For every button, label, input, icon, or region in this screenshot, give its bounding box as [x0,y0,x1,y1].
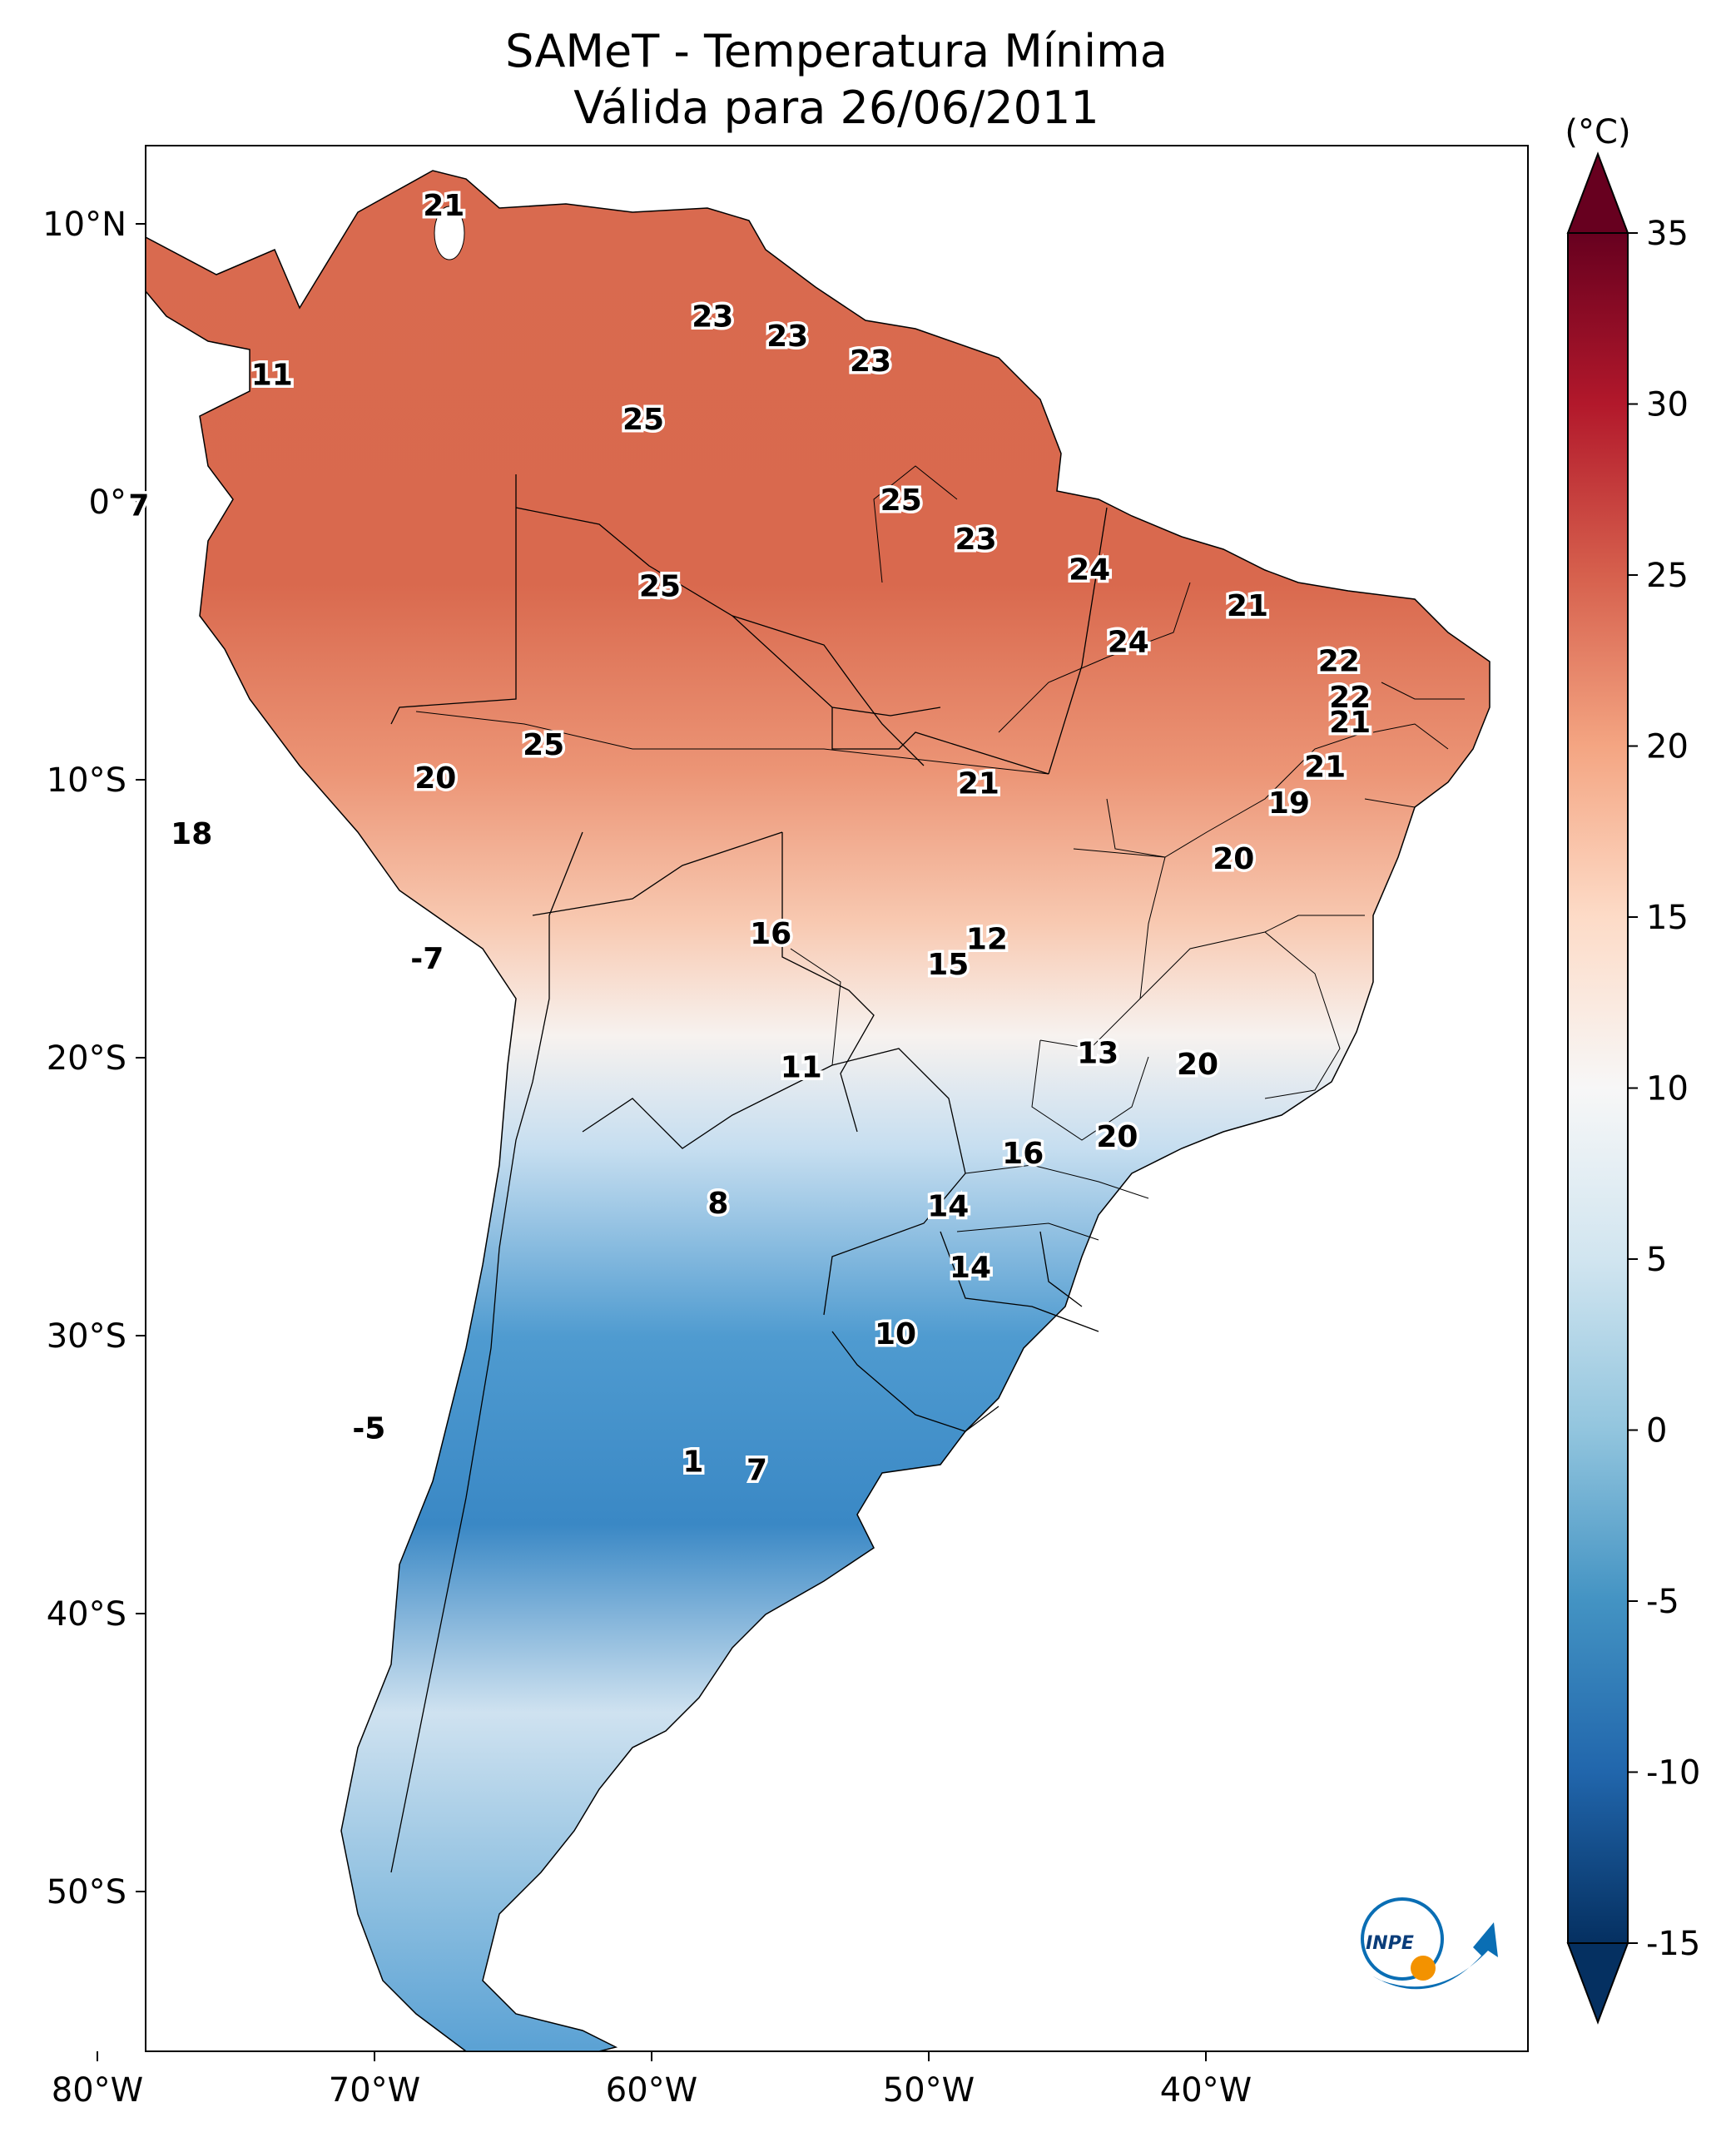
map-title: SAMeT - Temperatura Mínima Válida para 2… [0,23,1673,136]
title-line-2: Válida para 26/06/2011 [573,82,1099,134]
station-value: 14 [950,1251,991,1285]
station-value: 15 [927,948,969,982]
lat-tick-label: 50°S [47,1873,126,1912]
colorbar-tick-label: 35 [1646,215,1689,253]
logo-orbit [1361,1897,1444,1981]
station-value: 25 [639,570,681,604]
colorbar-upper-extension [1566,151,1629,234]
station-value: 11 [251,359,293,393]
station-value: 13 [1077,1037,1118,1071]
station-value: 20 [1213,842,1254,876]
logo-sun [1411,1956,1436,1981]
country-borders [390,474,1108,1873]
station-value: 16 [1002,1137,1044,1171]
station-value: 10 [875,1317,916,1351]
lake-maracaibo [434,206,465,260]
colorbar-tick-label: 25 [1646,557,1689,595]
lon-tick-label: 40°W [1160,2071,1252,2110]
colorbar-tick-label: 30 [1646,386,1689,424]
lat-tick-label: 20°S [47,1039,126,1078]
colorbar-ticks: 35 30 25 20 15 10 5 0 -5 -10 -15 [1628,215,1700,1963]
colorbar-tick-label: -15 [1646,1925,1700,1963]
colorbar: (°C) 35 30 25 20 15 10 5 0 -5 -10 -15 [1565,113,1700,2025]
station-value: 19 [1268,786,1310,821]
station-value: 21 [1329,706,1371,740]
lat-tick-label: 30°S [47,1317,126,1356]
station-value: 20 [414,761,456,796]
lat-tick-label: 40°S [47,1595,126,1634]
station-value: 11 [781,1050,822,1084]
station-value: 14 [927,1189,969,1223]
station-value: 23 [766,320,808,354]
colorbar-lower-extension [1566,1942,1629,2025]
station-value: 22 [1329,681,1371,715]
colorbar-tick-label: -5 [1646,1583,1679,1621]
station-value: 20 [1177,1048,1218,1082]
station-value: 21 [958,767,999,801]
station-value: 7 [128,489,149,523]
colorbar-tick-label: 20 [1646,728,1689,766]
state-borders [415,465,1465,1241]
station-value: 23 [692,300,733,335]
inpe-logo: INPE [1361,1897,1498,1990]
colorbar-unit: (°C) [1565,113,1630,151]
station-value: 22 [1318,645,1360,679]
logo-arrow [1373,1922,1498,1990]
colorbar-tick-label: 0 [1646,1412,1667,1450]
station-value: -7 [410,942,444,976]
logo-text: INPE [1366,1933,1414,1954]
station-value: 24 [1108,625,1149,659]
station-value: 21 [1304,751,1346,785]
lat-tick-label: 0° [89,483,126,522]
lat-tick-label: 10°S [47,761,126,800]
station-value: 23 [850,345,891,379]
station-value: 16 [750,917,791,951]
south-america-landmass [146,170,1490,2051]
station-value: -5 [352,1412,385,1446]
lon-tick-label: 70°W [329,2071,420,2110]
latitude-axis: 10°N 0° 10°S 20°S 30°S 40°S 50°S [42,206,146,1912]
station-value: 21 [1227,589,1268,623]
lon-tick-label: 60°W [606,2071,697,2110]
colorbar-tick-label: -10 [1646,1754,1700,1793]
station-value: 25 [622,403,664,437]
station-value: 25 [523,728,564,762]
station-value: 18 [171,817,212,851]
station-value: 12 [966,923,1008,957]
longitude-axis: 80°W 70°W 60°W 50°W 40°W [52,2051,1252,2110]
station-value: 24 [1069,553,1110,588]
station-value: 20 [1096,1120,1138,1154]
colorbar-tick-label: 5 [1646,1241,1667,1279]
lon-tick-label: 50°W [883,2071,975,2110]
station-value: 21 [423,189,464,223]
colorbar-gradient [1567,232,1629,1944]
lon-tick-label: 80°W [52,2071,143,2110]
station-value: 25 [880,483,922,518]
lat-tick-label: 10°N [42,206,126,244]
colorbar-tick-label: 10 [1646,1070,1689,1108]
station-value: 8 [707,1187,728,1221]
colorbar-tick-label: 15 [1646,899,1689,937]
station-value: 23 [955,523,997,557]
station-value: 1 [682,1445,703,1480]
title-line-1: SAMeT - Temperatura Mínima [505,25,1168,77]
station-value: 7 [746,1454,767,1488]
